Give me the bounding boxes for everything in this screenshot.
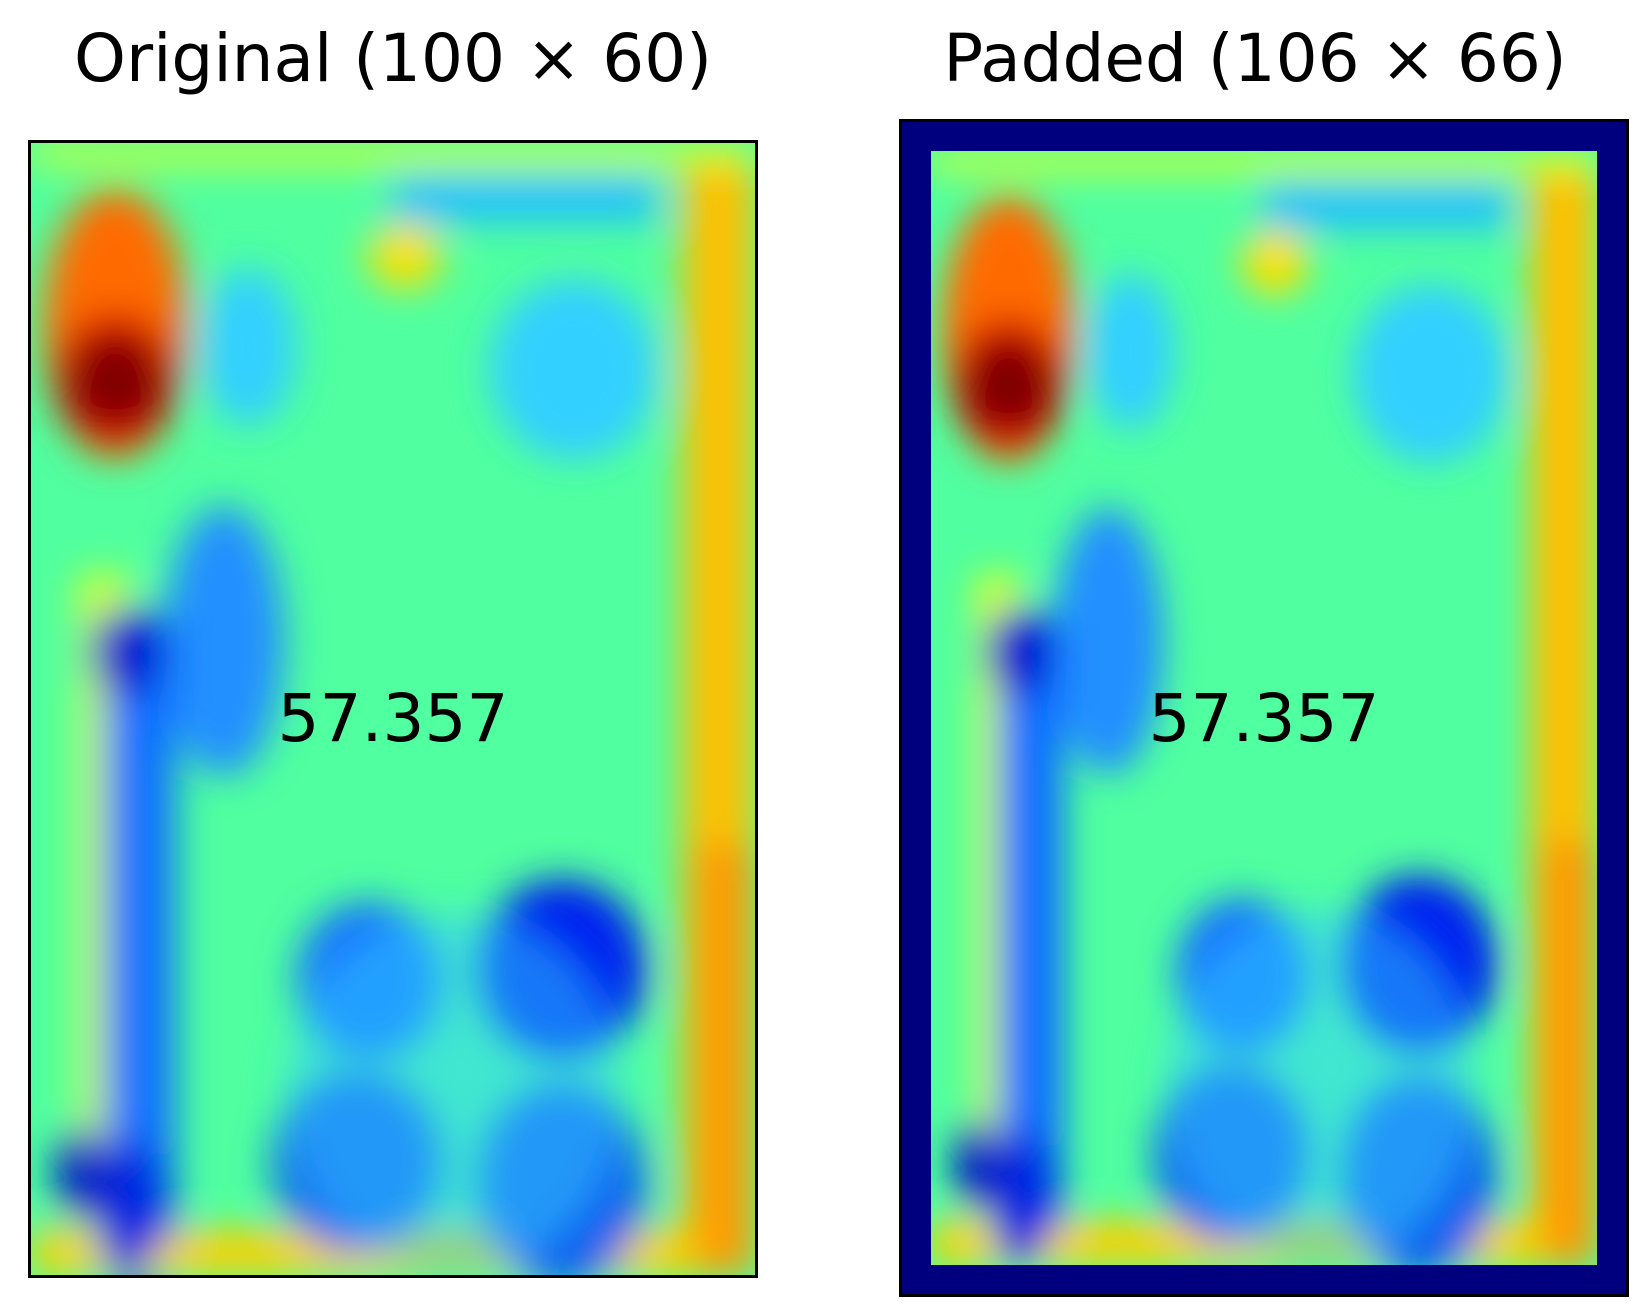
padded-value-label: 57.357	[1148, 679, 1380, 757]
padded-panel-title: Padded (106 × 66)	[943, 20, 1567, 97]
padded-heatmap-frame: 57.357	[899, 119, 1629, 1297]
original-panel-title: Original (100 × 60)	[74, 20, 712, 97]
original-value-label: 57.357	[277, 680, 509, 758]
padded-heatmap: 57.357	[931, 151, 1597, 1265]
padded-heatmap-image	[931, 151, 1597, 1265]
original-heatmap-frame: 57.357	[28, 140, 758, 1278]
original-heatmap	[31, 143, 755, 1275]
original-heatmap-image	[31, 143, 755, 1275]
